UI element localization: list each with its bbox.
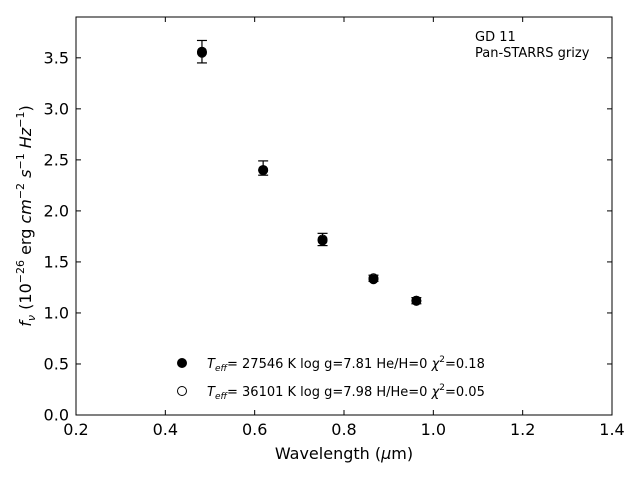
plot-frame xyxy=(75,16,613,416)
x-tick-label: 1.2 xyxy=(510,420,535,439)
model-point-open xyxy=(317,234,328,245)
y-axis-label: fν (10−26 erg cm−2 s−1 Hz−1) xyxy=(14,105,38,326)
y-tick-label: 3.5 xyxy=(44,48,69,67)
annotation-survey: Pan-STARRS grizy xyxy=(475,46,590,61)
model-point-open xyxy=(258,165,269,176)
y-tick-label: 1.5 xyxy=(44,252,69,271)
y-tick-label: 3.0 xyxy=(44,99,69,118)
data-marks xyxy=(196,39,422,306)
annotation-star: GD 11 xyxy=(475,30,516,45)
legend-entry-1: Teff= 27546 K log g=7.81 He/H=0 χ2=0.18 xyxy=(207,355,485,374)
x-tick-label: 1.4 xyxy=(599,420,624,439)
legend-marker-filled xyxy=(177,358,187,368)
model-point-open xyxy=(196,47,207,58)
model-point-open xyxy=(411,295,422,306)
x-tick-label: 0.6 xyxy=(242,420,267,439)
x-tick-label: 1.0 xyxy=(421,420,446,439)
legend-entry-2: Teff= 36101 K log g=7.98 H/He=0 χ2=0.05 xyxy=(207,383,485,402)
x-tick-label: 0.8 xyxy=(331,420,356,439)
legend-marker-open xyxy=(177,386,187,396)
x-tick-label: 0.2 xyxy=(63,420,88,439)
y-tick-label: 0.5 xyxy=(44,354,69,373)
y-tick-label: 0.0 xyxy=(44,406,69,425)
x-axis-label: Wavelength (μm) xyxy=(275,444,413,463)
model-point-open xyxy=(368,273,379,284)
y-tick-label: 2.0 xyxy=(44,201,69,220)
y-tick-label: 1.0 xyxy=(44,303,69,322)
x-tick-label: 0.4 xyxy=(153,420,178,439)
ticks: 0.2 0.4 0.6 0.8 1.0 1.2 1.4 0.0 0.5 1.0 1.5 2.0 2.5 3… xyxy=(44,17,625,439)
y-tick-label: 2.5 xyxy=(44,150,69,169)
